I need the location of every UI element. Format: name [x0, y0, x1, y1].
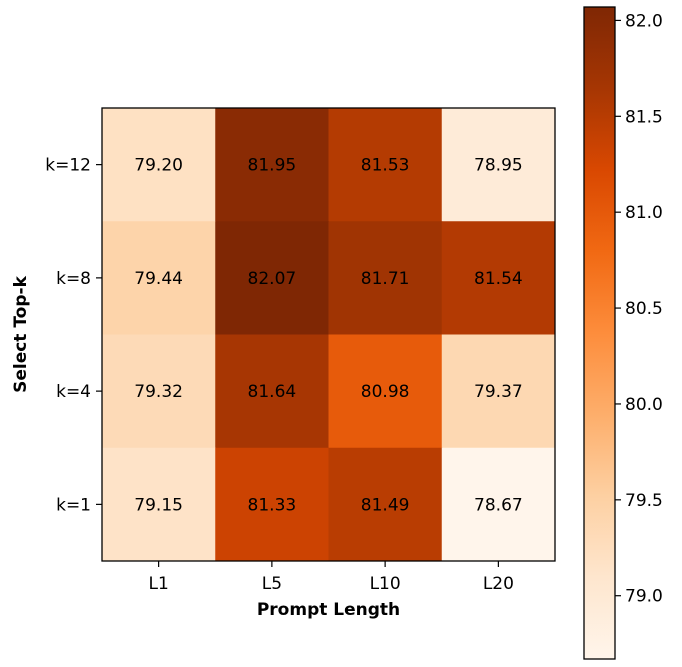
cell-value-label: 81.64: [248, 382, 297, 402]
y-tick-label: k=8: [56, 269, 91, 289]
colorbar-tick-label: 81.0: [625, 203, 663, 223]
colorbar: [583, 6, 616, 660]
cell-value-label: 81.54: [474, 269, 523, 289]
plot-frame: [101, 107, 556, 562]
cell-value-label: 79.32: [134, 382, 183, 402]
cell-value-label: 80.98: [361, 382, 410, 402]
heatmap-cells: [102, 108, 556, 562]
cell-value-label: 79.44: [134, 269, 183, 289]
heatmap-cell-labels: 79.20 81.95 81.53 78.95 79.44 82.07 81.71 81.54…: [134, 156, 522, 516]
cell-value-label: 81.95: [248, 156, 297, 176]
colorbar-ticks: 79.0 79.5 80.0 80.5 81.0 81.5 82.0: [615, 11, 663, 607]
heatmap-cell: [441, 108, 556, 222]
x-tick-label: L10: [370, 574, 401, 594]
heatmap-cell: [102, 221, 216, 335]
y-axis-title: Select Top-k: [11, 275, 31, 392]
cell-value-label: 79.20: [134, 156, 183, 176]
heatmap-cell: [215, 108, 329, 222]
x-tick-label: L20: [483, 574, 514, 594]
cell-value-label: 81.53: [361, 156, 410, 176]
y-axis-ticks: k=12 k=8 k=4 k=1: [45, 156, 102, 515]
cell-value-label: 82.07: [248, 269, 297, 289]
cell-value-label: 81.49: [361, 495, 410, 515]
y-tick-label: k=4: [56, 382, 91, 402]
cell-value-label: 79.37: [474, 382, 523, 402]
heatmap-cell: [328, 108, 443, 222]
heatmap-cell: [215, 334, 329, 449]
x-tick-label: L1: [148, 574, 168, 594]
colorbar-tick-label: 81.5: [625, 107, 663, 127]
cell-value-label: 81.33: [248, 495, 297, 515]
colorbar-tick-label: 79.5: [625, 491, 663, 511]
heatmap-cell: [441, 334, 556, 449]
x-tick-label: L5: [262, 574, 282, 594]
cell-value-label: 81.71: [361, 269, 410, 289]
heatmap-cell: [215, 221, 329, 335]
y-tick-label: k=1: [56, 495, 91, 515]
colorbar-tick-label: 79.0: [625, 587, 663, 607]
heatmap-cell: [215, 447, 329, 562]
y-tick-label: k=12: [45, 156, 91, 176]
heatmap-cell: [102, 447, 216, 562]
x-axis-ticks: L1 L5 L10 L20: [148, 561, 514, 594]
heatmap-cell: [441, 447, 556, 562]
cell-value-label: 79.15: [134, 495, 183, 515]
colorbar-tick-label: 80.0: [625, 395, 663, 415]
cell-value-label: 78.95: [474, 156, 523, 176]
heatmap-cell: [441, 221, 556, 335]
heatmap-cell: [102, 108, 216, 222]
heatmap-cell: [328, 447, 443, 562]
heatmap-cell: [328, 221, 443, 335]
heatmap-cell: [102, 334, 216, 449]
cell-value-label: 78.67: [474, 495, 523, 515]
colorbar-tick-label: 80.5: [625, 299, 663, 319]
heatmap-cell: [328, 334, 443, 449]
x-axis-title: Prompt Length: [257, 600, 400, 620]
colorbar-tick-label: 82.0: [625, 11, 663, 31]
